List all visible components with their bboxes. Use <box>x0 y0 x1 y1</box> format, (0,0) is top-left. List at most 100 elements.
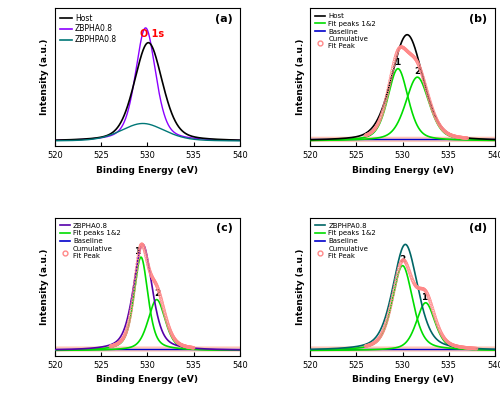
Point <box>160 308 168 315</box>
Point <box>372 124 380 131</box>
Point <box>444 130 452 137</box>
Point <box>372 337 380 344</box>
Point <box>397 44 405 50</box>
Point <box>111 342 119 348</box>
Point <box>110 342 118 349</box>
Point <box>454 343 462 350</box>
Point <box>435 121 443 128</box>
Point <box>153 283 161 289</box>
Point <box>396 260 404 266</box>
Point <box>116 338 124 345</box>
Y-axis label: Intensity (a.u.): Intensity (a.u.) <box>296 249 304 325</box>
Point <box>460 135 468 141</box>
Point <box>417 67 425 74</box>
Point <box>158 300 166 307</box>
Point <box>116 339 124 345</box>
Point <box>380 327 388 334</box>
Point <box>468 345 476 352</box>
Point <box>458 344 466 351</box>
Point <box>405 267 413 274</box>
Point <box>430 311 438 317</box>
Point <box>174 340 182 346</box>
Point <box>464 135 471 142</box>
Point <box>400 257 407 263</box>
Point <box>142 251 150 258</box>
Point <box>376 333 384 339</box>
Point <box>372 339 380 345</box>
Point <box>448 342 456 348</box>
Point <box>128 297 136 303</box>
Point <box>394 269 402 275</box>
Point <box>362 343 370 349</box>
Point <box>180 343 188 349</box>
Point <box>406 50 414 57</box>
X-axis label: Binding Energy (eV): Binding Energy (eV) <box>352 375 454 384</box>
Point <box>466 345 474 351</box>
Point <box>450 133 458 139</box>
Point <box>449 133 457 139</box>
Point <box>390 284 398 290</box>
Point <box>471 345 479 352</box>
Point <box>400 258 408 264</box>
Point <box>132 271 140 277</box>
Legend: ZBPHA0.8, Fit peaks 1&2, Baseline, Cumulative
Fit Peak: ZBPHA0.8, Fit peaks 1&2, Baseline, Cumul… <box>58 221 122 261</box>
Point <box>110 342 118 348</box>
Point <box>416 66 424 72</box>
Point <box>148 272 156 279</box>
X-axis label: Binding Energy (eV): Binding Energy (eV) <box>96 166 198 175</box>
Point <box>123 327 131 333</box>
Point <box>118 336 126 342</box>
Point <box>425 95 433 101</box>
Point <box>376 115 384 121</box>
Point <box>370 127 378 134</box>
Point <box>466 345 474 351</box>
Point <box>130 284 138 291</box>
Point <box>188 344 196 351</box>
Y-axis label: Intensity (a.u.): Intensity (a.u.) <box>40 249 50 325</box>
Point <box>189 344 197 351</box>
Point <box>413 284 421 290</box>
Point <box>396 261 404 267</box>
Point <box>156 291 164 298</box>
Point <box>399 257 407 263</box>
Point <box>459 135 467 141</box>
Point <box>396 44 404 51</box>
Point <box>444 130 452 137</box>
Point <box>160 307 168 313</box>
Point <box>422 82 430 89</box>
Point <box>362 343 370 349</box>
Point <box>158 297 166 304</box>
Point <box>451 342 459 349</box>
Point <box>442 336 450 343</box>
Point <box>385 82 393 89</box>
Point <box>144 262 152 268</box>
Point <box>118 337 126 344</box>
Point <box>452 343 460 349</box>
Point <box>444 339 452 346</box>
Point <box>401 258 409 265</box>
Point <box>142 253 150 259</box>
Point <box>412 56 420 63</box>
Point <box>423 88 431 94</box>
Point <box>386 77 394 84</box>
Point <box>378 330 386 337</box>
Point <box>166 328 174 335</box>
Point <box>164 321 172 328</box>
Point <box>472 345 480 352</box>
Point <box>412 283 420 289</box>
Point <box>114 340 122 346</box>
Point <box>406 50 413 56</box>
Point <box>373 123 381 129</box>
Point <box>118 337 126 343</box>
Point <box>167 329 175 336</box>
Point <box>370 339 378 346</box>
Point <box>456 134 464 141</box>
Point <box>448 133 456 139</box>
Point <box>180 342 188 349</box>
Legend: Host, Fit peaks 1&2, Baseline, Cumulative
Fit Peak: Host, Fit peaks 1&2, Baseline, Cumulativ… <box>314 11 378 51</box>
Point <box>395 265 403 271</box>
Point <box>452 133 460 140</box>
Point <box>448 341 456 348</box>
Point <box>368 128 376 135</box>
Point <box>110 342 118 348</box>
